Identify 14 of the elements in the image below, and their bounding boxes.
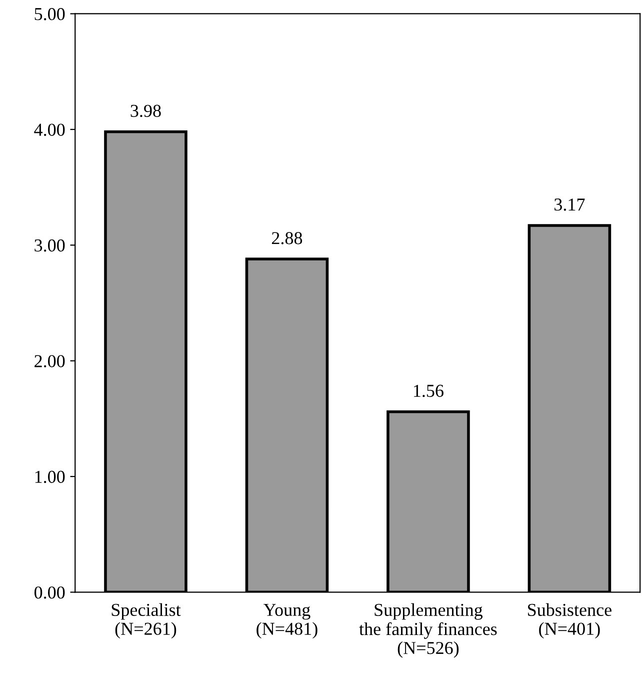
x-tick-label: Supplementing the family finances (N=526) [359,603,497,658]
data-label: 2.88 [272,232,302,244]
y-tick-label: 1.00 [35,470,65,484]
y-tick-label: 3.00 [34,239,65,252]
y-tick-label: 4.00 [34,124,65,136]
y-tick-label: 0.00 [34,586,65,599]
data-label: 3.98 [130,104,161,118]
y-tick-label: 5.00 [34,8,65,20]
data-label: 3.17 [554,198,585,211]
data-label: 1.56 [414,384,444,398]
x-tick-label: Specialist (N=261) [112,603,181,639]
x-tick-label: Young (N=481) [256,604,318,639]
x-tick-label: Subsistence (N=401) [528,603,612,639]
y-tick-label: 2.00 [34,355,65,368]
